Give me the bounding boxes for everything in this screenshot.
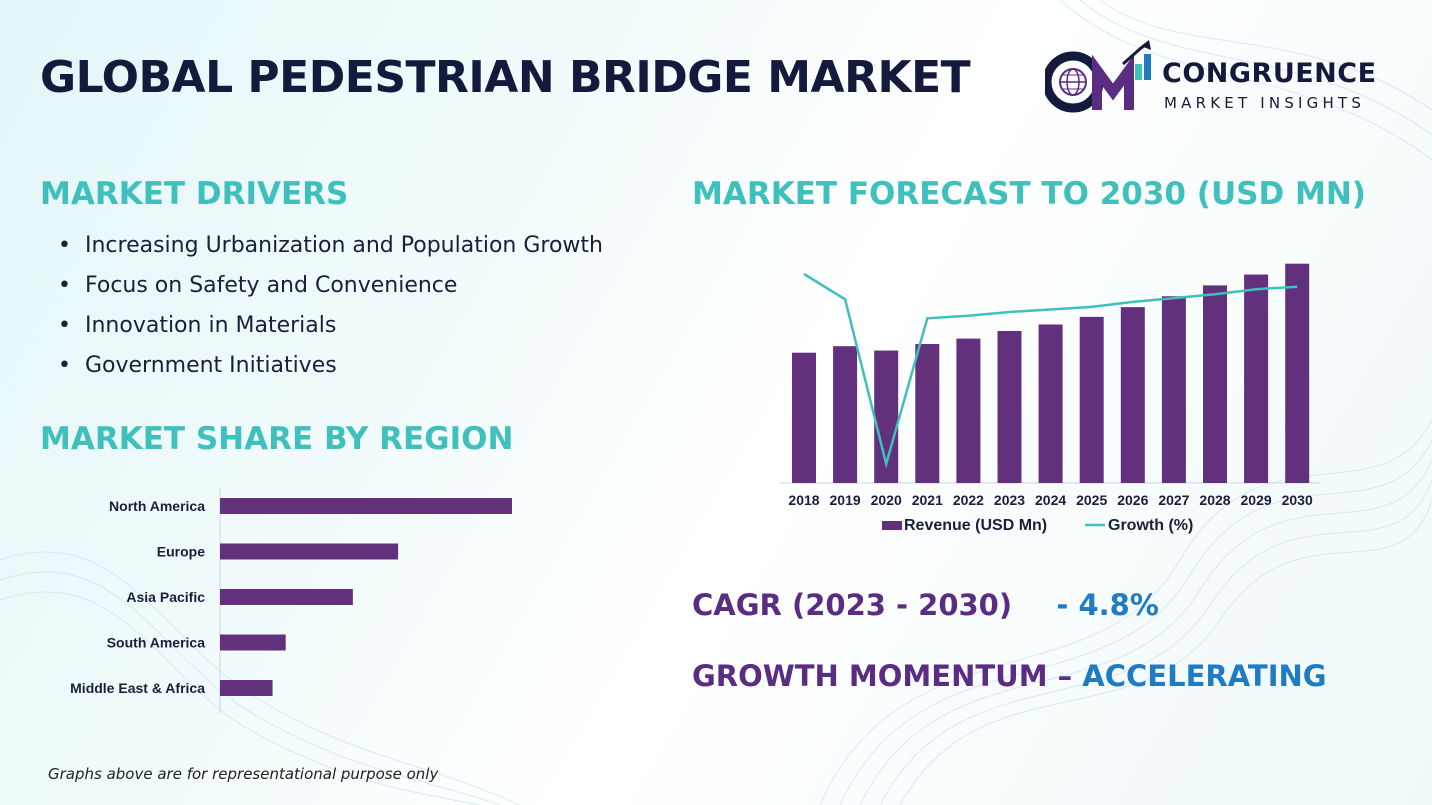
year-tick-label: 2028 [1199, 492, 1230, 508]
forecast-chart: 2018 2019 2020 2021 2022 2023 2024 2025 2026 2027… [780, 263, 1320, 534]
revenue-bar [1038, 324, 1063, 483]
forecast-heading: MARKET FORECAST TO 2030 (USD MN) [692, 176, 1366, 212]
revenue-bar [915, 344, 940, 483]
logo-mark [1042, 40, 1151, 113]
footnote: Graphs above are for representational pu… [48, 765, 439, 783]
page-title: GLOBAL PEDESTRIAN BRIDGE MARKET [40, 52, 971, 103]
cagr-stat: CAGR (2023 - 2030) - 4.8% [692, 588, 1159, 622]
legend-revenue-swatch [882, 521, 902, 530]
region-bar [220, 634, 286, 651]
momentum-stat: GROWTH MOMENTUM – ACCELERATING [692, 659, 1327, 693]
revenue-bar [1285, 263, 1310, 483]
revenue-bar [1161, 296, 1186, 483]
growth-line [803, 272, 1298, 469]
year-tick-label: 2020 [871, 492, 902, 508]
year-tick-label: 2026 [1117, 492, 1148, 508]
driver-item: Innovation in Materials [58, 310, 603, 350]
drivers-heading: MARKET DRIVERS [40, 176, 349, 212]
globe-icon [1059, 68, 1087, 96]
region-label: Asia Pacific [126, 589, 205, 605]
revenue-bar [956, 338, 981, 483]
region-share-chart: North America Europe Asia Pacific South Ame… [70, 488, 512, 713]
year-tick-label: 2025 [1076, 492, 1107, 508]
legend-growth-label: Growth (%) [1108, 517, 1193, 534]
drivers-list: Increasing Urbanization and Population G… [58, 230, 603, 390]
revenue-bar [1203, 285, 1227, 483]
logo-subtitle: MARKET INSIGHTS [1164, 94, 1366, 112]
year-tick-label: 2024 [1035, 492, 1066, 508]
year-tick-label: 2023 [994, 492, 1025, 508]
region-label: Middle East & Africa [70, 680, 205, 696]
revenue-bar [792, 352, 816, 483]
region-label: North America [109, 498, 205, 514]
momentum-value: ACCELERATING [1082, 659, 1327, 693]
year-tick-label: 2029 [1241, 492, 1272, 508]
revenue-bar [997, 331, 1022, 483]
company-logo: CONGRUENCE MARKET INSIGHTS [1042, 40, 1405, 116]
region-label: Europe [157, 544, 205, 560]
legend-revenue-label: Revenue (USD Mn) [904, 517, 1047, 534]
logo-name: CONGRUENCE [1162, 58, 1377, 89]
region-heading: MARKET SHARE BY REGION [40, 421, 514, 457]
year-tick-label: 2018 [788, 492, 819, 508]
revenue-bar [1079, 316, 1104, 483]
year-tick-label: 2022 [953, 492, 984, 508]
year-tick-label: 2030 [1282, 492, 1313, 508]
momentum-label: GROWTH MOMENTUM – [692, 659, 1073, 693]
region-bar [220, 543, 399, 560]
cagr-value: - 4.8% [1056, 588, 1159, 622]
driver-item: Increasing Urbanization and Population G… [58, 230, 603, 270]
year-tick-label: 2027 [1158, 492, 1189, 508]
revenue-bar [1244, 274, 1269, 483]
cagr-label: CAGR (2023 - 2030) [692, 588, 1013, 622]
year-tick-label: 2021 [912, 492, 943, 508]
region-bar [220, 589, 353, 605]
region-bar [220, 498, 512, 514]
driver-item: Government Initiatives [58, 350, 603, 390]
year-tick-label: 2019 [830, 492, 861, 508]
revenue-bar [833, 346, 858, 483]
region-label: South America [107, 635, 205, 651]
driver-item: Focus on Safety and Convenience [58, 270, 603, 310]
region-bar [220, 680, 273, 696]
revenue-bar [1120, 307, 1145, 483]
